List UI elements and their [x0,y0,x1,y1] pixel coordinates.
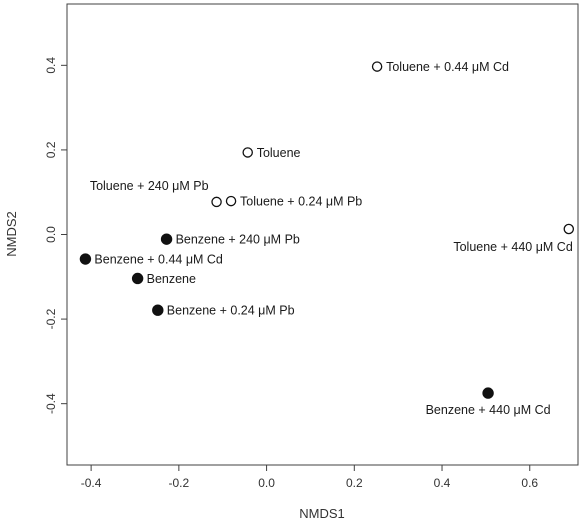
filled-point [482,387,494,399]
data-points [79,61,575,399]
x-tick-label: 0.0 [258,476,275,490]
point-label: Toluene + 0.44 μM Cd [386,60,509,74]
y-axis-title: NMDS2 [4,211,19,257]
open-point [211,196,222,208]
point-label: Benzene + 240 μM Pb [176,233,300,247]
y-axis: -0.4 -0.2 0.0 0.2 0.4 [44,57,67,414]
y-tick-label: 0.0 [44,226,58,243]
open-point [225,195,237,207]
x-axis-title: NMDS1 [299,506,345,521]
y-tick-label: 0.4 [44,57,58,74]
point-labels: Toluene + 0.44 μM Cd Toluene Toluene + 240… [90,60,573,417]
open-point [563,223,575,235]
point-label: Benzene + 0.24 μM Pb [167,304,295,318]
y-tick-label: 0.2 [44,141,58,158]
x-tick-label: -0.2 [169,476,190,490]
point-label: Toluene [257,146,301,160]
x-axis: -0.4 -0.2 0.0 0.2 0.4 0.6 [81,465,538,490]
point-label: Benzene [147,272,196,286]
point-label: Toluene + 0.24 μM Pb [240,195,362,209]
filled-point [131,272,144,285]
x-tick-label: -0.4 [81,476,102,490]
point-label: Benzene + 0.44 μM Cd [94,253,223,267]
open-point [371,61,383,72]
point-label: Benzene + 440 μM Cd [426,403,551,417]
open-point [242,147,253,158]
point-label: Toluene + 440 μM Cd [453,240,572,254]
filled-point [160,233,173,245]
filled-point [152,304,164,316]
point-label: Toluene + 240 μM Pb [90,179,209,193]
y-tick-label: -0.2 [44,308,58,329]
y-tick-label: -0.4 [44,393,58,414]
x-tick-label: 0.2 [346,476,363,490]
filled-point [79,253,92,265]
x-tick-label: 0.6 [521,476,538,490]
x-tick-label: 0.4 [434,476,451,490]
